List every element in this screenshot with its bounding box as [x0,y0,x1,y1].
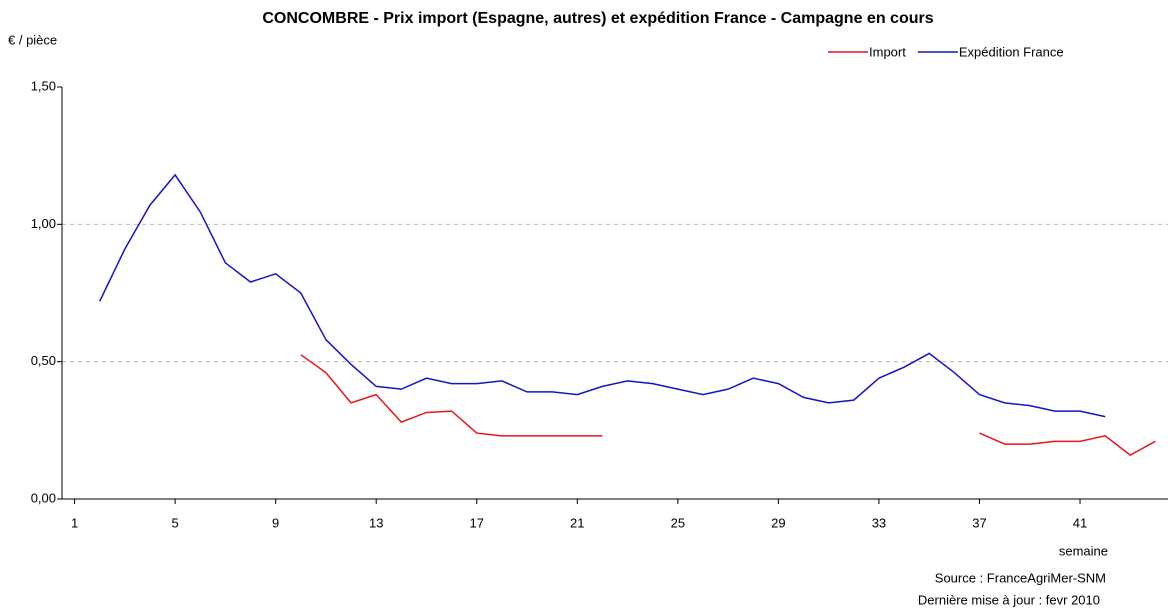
y-tick-label: 1,00 [31,216,56,231]
x-tick-label: 13 [369,515,383,530]
x-tick-label: 21 [570,515,584,530]
x-tick-label: 25 [671,515,685,530]
x-tick-label: 5 [171,515,178,530]
update-note: Dernière mise à jour : fevr 2010 [918,592,1100,607]
x-tick-label: 9 [272,515,279,530]
x-axis-label: semaine [1059,543,1108,558]
series-line [99,173,1106,418]
legend-label: Import [869,44,906,59]
y-tick-label: 0,50 [31,353,56,368]
x-tick-label: 37 [972,515,986,530]
x-tick-label: 29 [771,515,785,530]
x-tick-label: 17 [470,515,484,530]
y-axis-label: € / pièce [8,32,57,47]
y-tick-label: 1,50 [31,78,56,93]
series-line [300,354,1156,456]
chart-title: CONCOMBRE - Prix import (Espagne, autres… [262,10,933,27]
y-tick-label: 0,00 [31,490,56,505]
x-tick-label: 33 [872,515,886,530]
x-tick-label: 1 [71,515,78,530]
x-tick-label: 41 [1073,515,1087,530]
legend-label: Expédition France [959,44,1064,59]
source: Source : FranceAgriMer-SNM [935,570,1106,585]
